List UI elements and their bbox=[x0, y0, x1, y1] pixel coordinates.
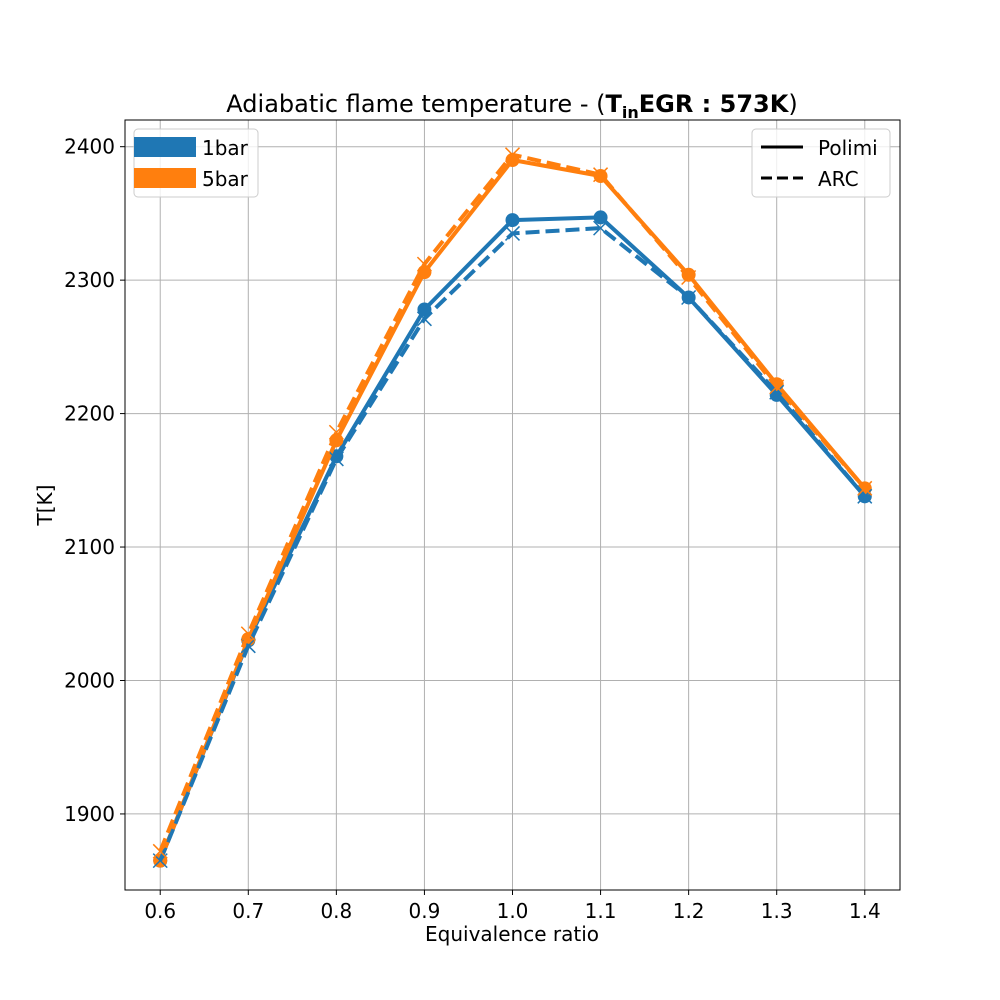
legend-swatch-5bar bbox=[134, 168, 196, 188]
series-1bar-arc bbox=[152, 220, 873, 869]
chart-title-prefix: Adiabatic flame temperature - ( bbox=[226, 90, 605, 118]
data-point bbox=[240, 626, 256, 642]
data-point bbox=[593, 210, 608, 225]
chart-title-suffix: ) bbox=[788, 90, 797, 118]
legend-swatch-1bar bbox=[134, 137, 196, 157]
legend-label-polimi: Polimi bbox=[818, 136, 878, 160]
data-point bbox=[504, 147, 521, 163]
data-point bbox=[328, 451, 344, 467]
x-tick-label: 1.3 bbox=[761, 899, 793, 923]
y-tick-label: 2100 bbox=[64, 535, 115, 559]
x-tick-label: 0.7 bbox=[232, 899, 264, 923]
x-axis-label: Equivalence ratio bbox=[425, 922, 599, 946]
x-tick-label: 0.8 bbox=[320, 899, 352, 923]
data-point bbox=[416, 311, 432, 327]
data-point bbox=[769, 379, 785, 395]
x-tick-label: 1.1 bbox=[585, 899, 617, 923]
data-point bbox=[857, 480, 873, 496]
x-tick-label: 1.2 bbox=[673, 899, 705, 923]
data-point bbox=[504, 225, 521, 241]
grid bbox=[125, 120, 900, 890]
series-layer bbox=[152, 147, 873, 869]
chart-title-bold-sub: in bbox=[622, 103, 639, 122]
y-axis: 1900 2000 2100 2200 2300 2400 bbox=[64, 135, 125, 826]
x-axis: 0.6 0.7 0.8 0.9 1.0 1.1 1.2 1.3 1.4 bbox=[144, 890, 881, 923]
x-tick-label: 1.4 bbox=[849, 899, 881, 923]
legend-pressure: 1bar 5bar bbox=[133, 128, 259, 198]
chart-title-bold-main: T bbox=[605, 90, 622, 118]
y-tick-label: 2000 bbox=[64, 668, 115, 692]
legend-label-arc: ARC bbox=[818, 167, 859, 191]
y-tick-label: 2400 bbox=[64, 135, 115, 159]
data-point bbox=[769, 384, 785, 400]
data-point bbox=[681, 289, 697, 306]
plot-area bbox=[124, 119, 901, 891]
y-tick-label: 2200 bbox=[64, 402, 115, 426]
legend-mechanism: Polimi ARC bbox=[751, 128, 891, 198]
chart-title-bold-rest: EGR : 573K bbox=[639, 90, 790, 118]
chart-title: Adiabatic flame temperature - (TinEGR : … bbox=[226, 90, 797, 122]
series-5bar-arc bbox=[152, 147, 873, 859]
data-point bbox=[857, 488, 873, 504]
x-tick-label: 0.9 bbox=[409, 899, 441, 923]
x-tick-label: 0.6 bbox=[144, 899, 176, 923]
y-tick-label: 2300 bbox=[64, 268, 115, 292]
data-point bbox=[593, 220, 609, 236]
data-point bbox=[152, 843, 168, 859]
y-axis-label: T[K] bbox=[33, 485, 57, 527]
data-point bbox=[416, 256, 432, 272]
y-tick-label: 1900 bbox=[64, 802, 115, 826]
legend-label-5bar: 5bar bbox=[202, 167, 249, 191]
data-point bbox=[593, 167, 609, 183]
data-point bbox=[505, 213, 520, 228]
x-tick-label: 1.0 bbox=[497, 899, 529, 923]
data-point bbox=[681, 269, 697, 286]
legend-label-1bar: 1bar bbox=[202, 136, 249, 160]
data-point bbox=[328, 424, 344, 440]
